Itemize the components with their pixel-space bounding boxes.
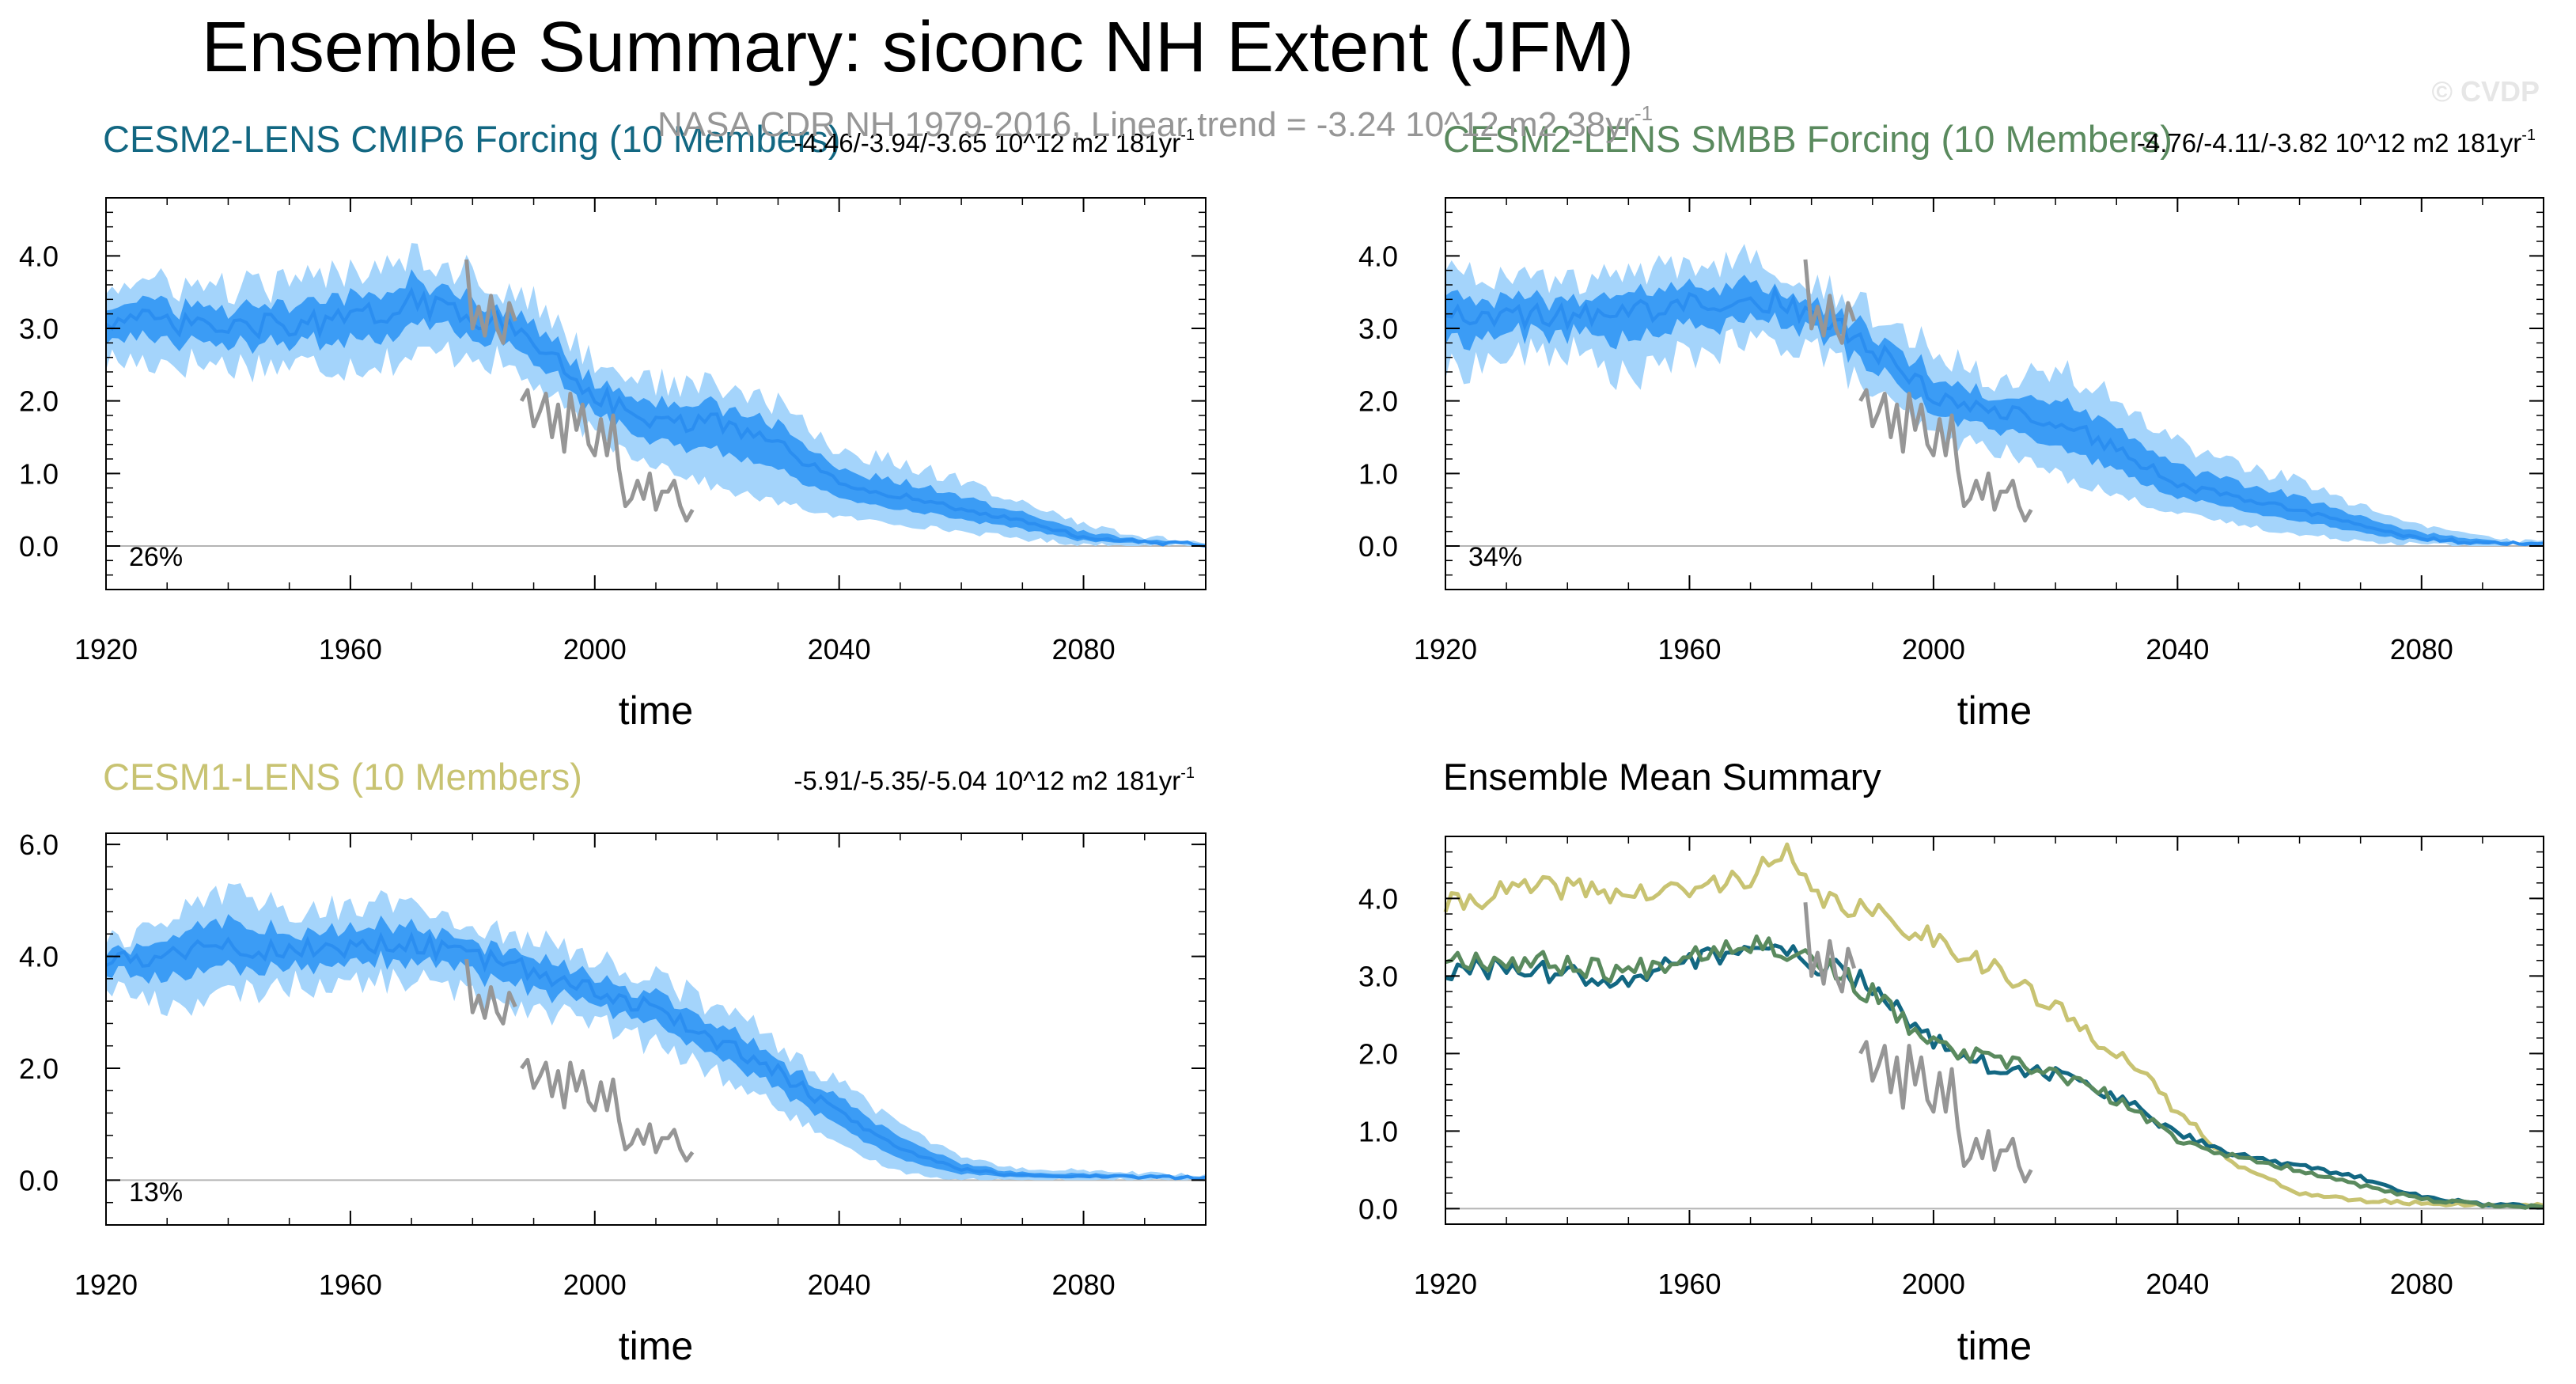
percent-cesm2-smbb: 34%	[1468, 542, 1522, 572]
x-tick-label-cesm2-cmip6: 2080	[1052, 633, 1116, 665]
ensemble-mean-line-cesm2-smbb	[1445, 284, 2544, 547]
x-tick-label-cesm2-cmip6: 2000	[563, 633, 627, 665]
y-tick-label-cesm2-cmip6: 4.0	[19, 240, 59, 272]
x-tick-label-ensemble-mean: 2000	[1902, 1268, 1965, 1300]
x-axis-label-cesm2-smbb: time	[1957, 688, 2032, 733]
panel-cesm1: CESM1-LENS (10 Members) -5.91/-5.35/-5.0…	[19, 756, 1207, 1368]
x-tick-label-cesm2-cmip6: 1960	[319, 633, 382, 665]
x-tick-label-cesm1: 2040	[808, 1268, 871, 1301]
y-tick-label-cesm1: 6.0	[19, 829, 59, 861]
obs-line-ensemble-mean-2	[1858, 1040, 2033, 1184]
x-axis-label-ensemble-mean: time	[1957, 1324, 2032, 1368]
panel-title-cesm2-smbb: CESM2-LENS SMBB Forcing (10 Members)	[1443, 118, 2173, 160]
y-tick-label-cesm2-smbb: 2.0	[1358, 385, 1398, 418]
obs-line-cesm2-cmip6-2	[519, 388, 695, 523]
obs-line-ensemble-mean-1	[1803, 902, 1857, 994]
x-tick-label-cesm2-cmip6: 2040	[808, 633, 871, 665]
percent-cesm2-cmip6: 26%	[129, 542, 183, 572]
x-tick-label-ensemble-mean: 2080	[2390, 1268, 2453, 1300]
y-tick-label-cesm2-cmip6: 1.0	[19, 457, 59, 490]
y-tick-label-cesm2-smbb: 4.0	[1358, 240, 1398, 272]
y-tick-label-cesm1: 0.0	[19, 1164, 59, 1196]
y-tick-label-cesm2-cmip6: 3.0	[19, 313, 59, 345]
x-tick-label-ensemble-mean: 1920	[1414, 1268, 1477, 1300]
x-tick-label-cesm1: 1920	[74, 1268, 138, 1301]
x-tick-label-cesm2-smbb: 1920	[1414, 633, 1477, 665]
panel-title-cesm2-cmip6: CESM2-LENS CMIP6 Forcing (10 Members)	[103, 118, 840, 160]
x-tick-label-cesm2-cmip6: 1920	[74, 633, 138, 665]
watermark: © CVDP	[2431, 75, 2540, 108]
x-tick-label-cesm1: 1960	[319, 1268, 382, 1301]
trend-cesm1: -5.91/-5.35/-5.04 10^12 m2 181yr-1	[794, 764, 1195, 795]
plot-area-cesm2-smbb: 0.0 1.0 2.0 3.0 4.0 1920 1960 2000 2040 2080	[1358, 197, 2544, 665]
obs-line-cesm1-1	[464, 958, 517, 1026]
x-tick-label-ensemble-mean: 1960	[1657, 1268, 1721, 1300]
y-tick-label-ensemble-mean: 3.0	[1358, 960, 1398, 992]
ensemble-iqr-band-cesm1	[106, 914, 1206, 1180]
x-tick-label-cesm2-smbb: 2000	[1902, 633, 1965, 665]
trend-cesm2-cmip6: -4.46/-3.94/-3.65 10^12 m2 181yr-1	[794, 127, 1195, 157]
ensemble-mean-line-cesm2-cmip6	[104, 286, 1207, 548]
x-tick-label-cesm2-smbb: 1960	[1657, 633, 1721, 665]
y-tick-label-ensemble-mean: 4.0	[1358, 882, 1398, 915]
ensemble-range-band-cesm1	[106, 883, 1206, 1181]
series-line-cesm2-lens-smbb-forcing	[1445, 934, 2544, 1210]
y-tick-label-cesm1: 4.0	[19, 941, 59, 973]
y-tick-label-cesm2-smbb: 3.0	[1358, 313, 1398, 345]
y-tick-label-ensemble-mean: 2.0	[1358, 1037, 1398, 1070]
y-tick-label-ensemble-mean: 0.0	[1358, 1193, 1398, 1225]
panel-ensemble-mean: Ensemble Mean Summary 0.0 1.0 2.0 3.0 4.0 192…	[1358, 756, 2544, 1368]
obs-line-cesm1-2	[520, 1057, 695, 1163]
obs-line-cesm2-smbb-2	[1858, 388, 2033, 523]
x-tick-label-ensemble-mean: 2040	[2146, 1268, 2209, 1300]
series-line-cesm2-lens-cmip6-forcing	[1445, 943, 2544, 1210]
plot-area-cesm1: 0.0 2.0 4.0 6.0 1920 1960 2000 2040 2080	[19, 829, 1207, 1301]
panel-cesm2-smbb: CESM2-LENS SMBB Forcing (10 Members) -4.…	[1358, 118, 2544, 733]
y-tick-label-cesm2-smbb: 1.0	[1358, 457, 1398, 490]
percent-cesm1: 13%	[129, 1177, 183, 1208]
x-tick-label-cesm2-smbb: 2080	[2390, 633, 2453, 665]
x-axis-label-cesm2-cmip6: time	[619, 688, 693, 733]
plot-area-ensemble-mean: 0.0 1.0 2.0 3.0 4.0 1920 1960 2000 2040 2080	[1358, 836, 2544, 1300]
panel-title-cesm1: CESM1-LENS (10 Members)	[103, 756, 582, 798]
obs-line-cesm2-smbb-1	[1803, 259, 1857, 345]
y-tick-label-cesm2-cmip6: 0.0	[19, 530, 59, 563]
y-tick-label-ensemble-mean: 1.0	[1358, 1115, 1398, 1147]
series-line-cesm1-lens	[1443, 842, 2544, 1208]
ensemble-mean-line-cesm1	[105, 931, 1207, 1181]
panel-title-ensemble-mean: Ensemble Mean Summary	[1443, 756, 1881, 798]
ensemble-iqr-band-cesm2-cmip6	[106, 269, 1206, 546]
obs-line-cesm2-cmip6-1	[464, 259, 517, 345]
obs-trend-label: NASA CDR NH 1979-2016, Linear trend = -3…	[657, 101, 1653, 144]
x-tick-label-cesm1: 2000	[563, 1268, 627, 1301]
x-axis-label-cesm1: time	[619, 1324, 693, 1368]
y-tick-label-cesm1: 2.0	[19, 1052, 59, 1085]
x-tick-label-cesm1: 2080	[1052, 1268, 1116, 1301]
y-tick-label-cesm2-cmip6: 2.0	[19, 385, 59, 418]
y-tick-label-cesm2-smbb: 0.0	[1358, 530, 1398, 563]
figure-title: Ensemble Summary: siconc NH Extent (JFM)	[202, 8, 1634, 87]
panel-cesm2-cmip6: CESM2-LENS CMIP6 Forcing (10 Members) -4…	[19, 118, 1207, 733]
plot-area-cesm2-cmip6: 0.0 1.0 2.0 3.0 4.0 1920 1960 2000 2040 2080	[19, 197, 1207, 665]
x-tick-label-cesm2-smbb: 2040	[2146, 633, 2209, 665]
trend-cesm2-smbb: -4.76/-4.11/-3.82 10^12 m2 181yr-1	[2137, 127, 2536, 157]
